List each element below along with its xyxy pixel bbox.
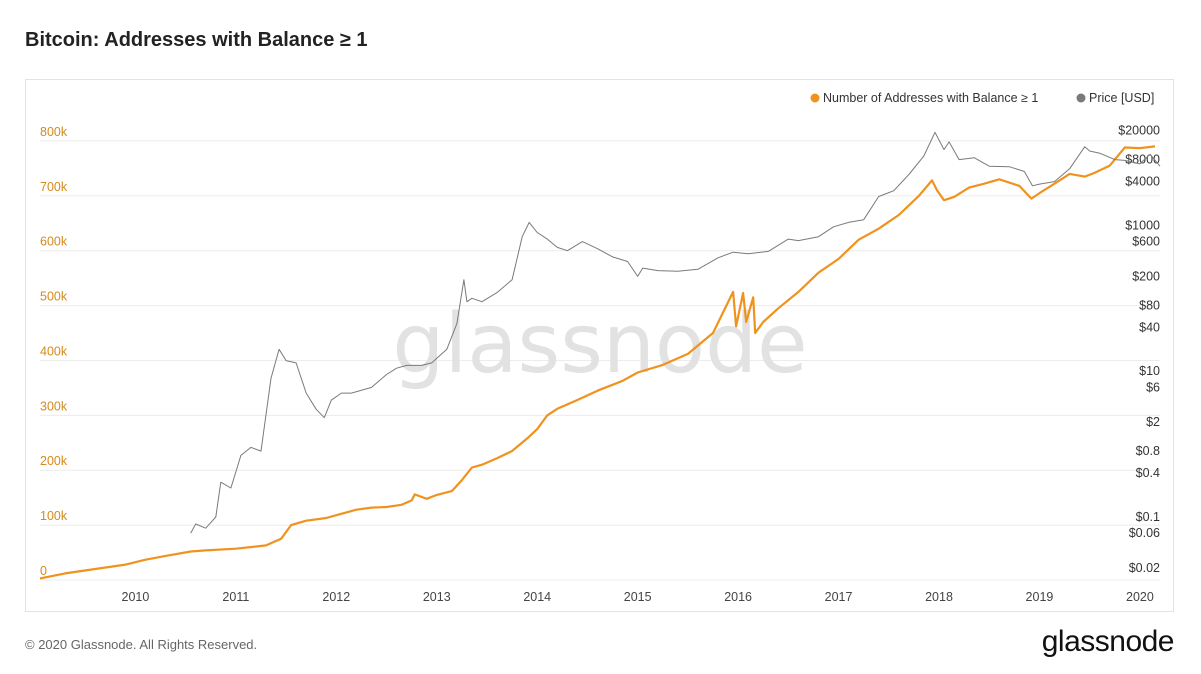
x-tick-label: 2019 [1026, 590, 1054, 604]
left-axis: 0 100k 200k 300k 400k 500k 600k 700k 800k [40, 125, 68, 578]
right-tick-label: $10 [1139, 364, 1160, 378]
right-tick-label: $600 [1132, 235, 1160, 249]
right-tick-label: $0.4 [1136, 466, 1160, 480]
addresses-series-line [39, 145, 1156, 580]
x-tick-label: 2010 [122, 590, 150, 604]
chart-frame [25, 79, 1174, 612]
left-tick-label: 0 [40, 564, 47, 578]
right-tick-label: $2 [1146, 415, 1160, 429]
x-tick-label: 2020 [1126, 590, 1154, 604]
left-tick-label: 100k [40, 509, 68, 523]
left-tick-label: 800k [40, 125, 68, 139]
x-axis: 2010 2011 2012 2013 2014 2015 2016 2017 2018 2019… [122, 590, 1154, 604]
right-tick-label: $0.02 [1129, 561, 1160, 575]
x-tick-label: 2012 [322, 590, 350, 604]
right-tick-label: $40 [1139, 320, 1160, 334]
legend-label-0: Number of Addresses with Balance ≥ 1 [823, 91, 1038, 105]
left-tick-label: 300k [40, 399, 68, 413]
left-tick-label: 500k [40, 290, 68, 304]
left-tick-label: 200k [40, 454, 68, 468]
right-tick-label: $1000 [1125, 218, 1160, 232]
x-tick-label: 2015 [624, 590, 652, 604]
left-tick-label: 600k [40, 235, 68, 249]
x-tick-label: 2014 [523, 590, 551, 604]
left-tick-label: 400k [40, 344, 68, 358]
page-title: Bitcoin: Addresses with Balance ≥ 1 [25, 29, 368, 51]
glassnode-logo: glassnode [1041, 625, 1175, 658]
x-tick-label: 2017 [825, 590, 853, 604]
left-tick-label: 700k [40, 180, 68, 194]
price-series-line [190, 131, 1161, 534]
series-lines [39, 131, 1161, 580]
right-tick-label: $200 [1132, 269, 1160, 283]
legend-label-1: Price [USD] [1089, 91, 1154, 105]
x-tick-label: 2011 [222, 590, 249, 604]
right-tick-label: $80 [1139, 298, 1160, 312]
right-tick-label: $6 [1146, 380, 1160, 394]
right-tick-label: $0.1 [1136, 510, 1160, 524]
legend-marker-1 [1076, 93, 1086, 103]
x-tick-label: 2016 [724, 590, 752, 604]
gridlines [40, 140, 1160, 581]
legend-marker-0 [810, 93, 820, 103]
right-tick-label: $4000 [1125, 175, 1160, 189]
x-tick-label: 2018 [925, 590, 953, 604]
right-tick-label: $20000 [1118, 124, 1160, 138]
x-tick-label: 2013 [423, 590, 451, 604]
right-axis: $0.02 $0.06 $0.1 $0.4 $0.8 $2 $6 $10 $40 $80 $200 $… [1118, 124, 1160, 575]
right-tick-label: $0.8 [1136, 444, 1160, 458]
right-tick-label: $0.06 [1129, 526, 1160, 540]
legend[interactable]: Number of Addresses with Balance ≥ 1 Pric… [810, 91, 1155, 105]
copyright-footer: © 2020 Glassnode. All Rights Reserved. [25, 637, 258, 652]
